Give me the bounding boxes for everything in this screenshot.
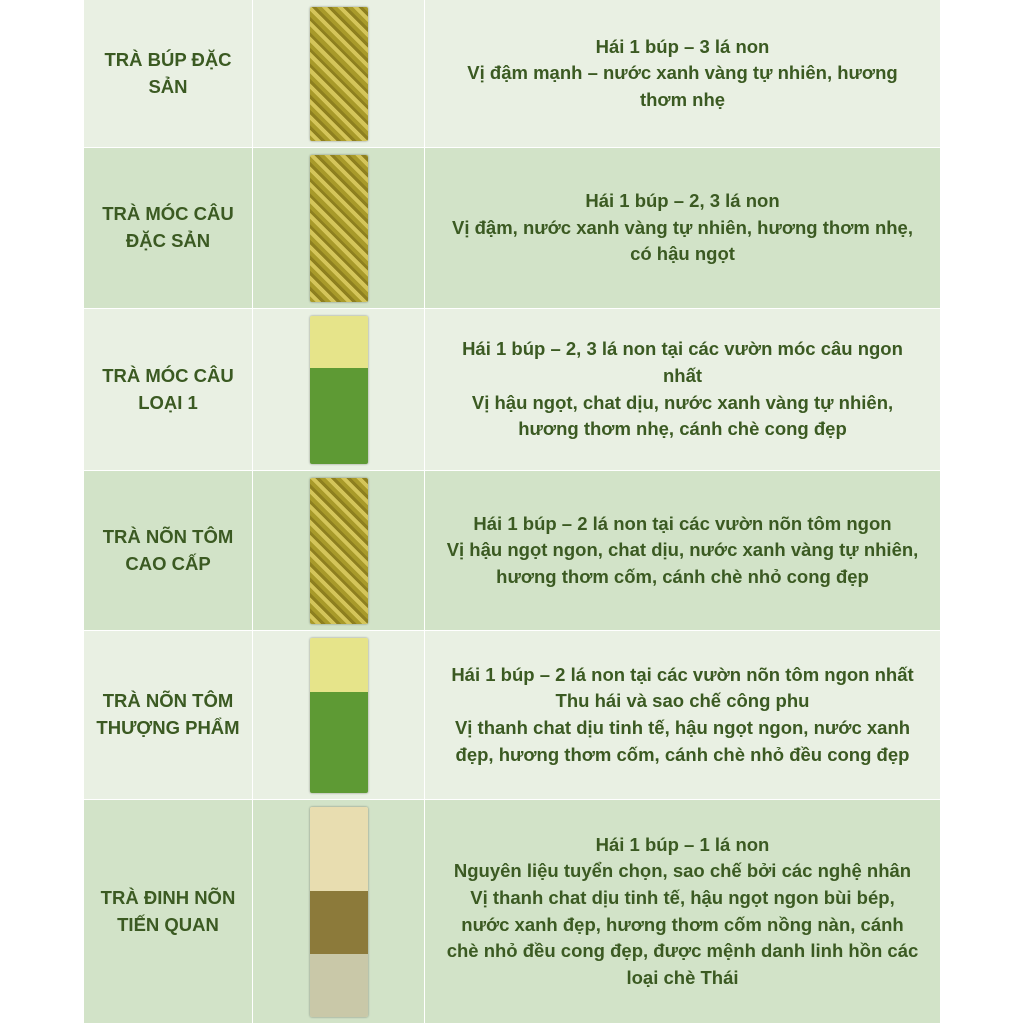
table-row: TRÀ NÕN TÔM THƯỢNG PHẨM Hái 1 búp – 2 lá n… xyxy=(84,631,940,800)
name-cell: TRÀ MÓC CÂU LOẠI 1 xyxy=(84,309,253,470)
desc-cell: Hái 1 búp – 2 lá non tại các vườn nõn tô… xyxy=(425,631,940,799)
desc-cell: Hái 1 búp – 2, 3 lá non Vị đậm, nước xanh… xyxy=(425,148,940,308)
product-image xyxy=(309,6,368,141)
image-cell xyxy=(253,471,425,630)
product-name: THƯỢNG PHẨM xyxy=(96,717,240,738)
product-name: TIẾN QUAN xyxy=(117,913,219,935)
product-name: TRÀ ĐINH NÕN xyxy=(100,886,236,908)
name-cell: TRÀ BÚP ĐẶC SẢN xyxy=(84,0,253,147)
product-name: CAO CẤP xyxy=(125,552,211,574)
product-image xyxy=(309,806,368,1017)
description-line: thơm nhẹ xyxy=(639,88,726,110)
image-cell xyxy=(253,631,425,799)
table-row: TRÀ NÕN TÔM CAO CẤP Hái 1 búp – 2 lá non t… xyxy=(84,471,940,631)
description-line: có hậu ngọt xyxy=(630,243,735,265)
description-line: đẹp, hương thơm cốm, cánh chè nhỏ đều co… xyxy=(455,743,910,765)
description-line: Vị hậu ngọt, chat dịu, nước xanh vàng tự… xyxy=(471,391,894,413)
product-name: ĐẶC SẢN xyxy=(125,230,211,251)
description-line: nhất xyxy=(662,364,703,386)
product-name: TRÀ BÚP ĐẶC xyxy=(104,48,232,70)
product-image xyxy=(309,315,368,464)
product-name: LOẠI 1 xyxy=(138,391,198,413)
product-image xyxy=(309,637,368,793)
name-cell: TRÀ MÓC CÂU ĐẶC SẢN xyxy=(84,148,253,308)
image-cell xyxy=(253,309,425,470)
desc-cell: Hái 1 búp – 2 lá non tại các vườn nõn tô… xyxy=(425,471,940,630)
product-name: TRÀ MÓC CÂU xyxy=(102,364,234,386)
description-line: nước xanh đẹp, hương thơm cốm nồng nàn, … xyxy=(461,913,904,935)
image-cell xyxy=(253,148,425,308)
product-image xyxy=(309,154,368,302)
image-cell xyxy=(253,800,425,1023)
name-cell: TRÀ NÕN TÔM CAO CẤP xyxy=(84,471,253,630)
description-line: hương thơm cốm, cánh chè nhỏ cong đẹp xyxy=(496,565,869,587)
desc-cell: Hái 1 búp – 1 lá non Nguyên liệu tuyển ch… xyxy=(425,800,940,1023)
description-line: hương thơm nhẹ, cánh chè cong đẹp xyxy=(518,418,847,440)
description-line: Thu hái và sao chế công phu xyxy=(555,690,810,712)
description-line: Vị thanh chat dịu tinh tế, hậu ngọt ngon… xyxy=(470,886,895,908)
description-line: Hái 1 búp – 3 lá non xyxy=(595,35,770,57)
table-row: TRÀ MÓC CÂU LOẠI 1 Hái 1 búp – 2, 3 lá non… xyxy=(84,309,940,471)
description-line: chè nhỏ đều cong đẹp, được mệnh danh lin… xyxy=(446,940,919,962)
desc-cell: Hái 1 búp – 3 lá non Vị đậm mạnh – nước x… xyxy=(425,0,940,147)
description-line: Nguyên liệu tuyển chọn, sao chế bởi các … xyxy=(453,860,912,882)
description-line: Vị hậu ngọt ngon, chat dịu, nước xanh và… xyxy=(446,539,919,561)
description-line: Hái 1 búp – 2 lá non tại các vườn nõn tô… xyxy=(451,663,914,685)
product-name: TRÀ MÓC CÂU xyxy=(102,203,234,225)
description-line: Hái 1 búp – 1 lá non xyxy=(595,833,770,855)
image-cell xyxy=(253,0,425,147)
name-cell: TRÀ NÕN TÔM THƯỢNG PHẨM xyxy=(84,631,253,799)
product-name: TRÀ NÕN TÔM xyxy=(102,690,234,712)
product-image xyxy=(309,477,368,624)
description-line: Vị thanh chat dịu tinh tế, hậu ngọt ngon… xyxy=(454,717,911,738)
table-row: TRÀ ĐINH NÕN TIẾN QUAN Hái 1 búp – 1 lá no… xyxy=(84,800,940,1024)
desc-cell: Hái 1 búp – 2, 3 lá non tại các vườn móc… xyxy=(425,309,940,470)
table-row: TRÀ BÚP ĐẶC SẢN Hái 1 búp – 3 lá non Vị đậm… xyxy=(84,0,940,148)
description-line: Hái 1 búp – 2, 3 lá non tại các vườn móc… xyxy=(462,338,903,360)
product-name: SẢN xyxy=(148,75,188,97)
table-row: TRÀ MÓC CÂU ĐẶC SẢN Hái 1 búp – 2, 3 lá no… xyxy=(84,148,940,309)
description-line: Hái 1 búp – 2, 3 lá non xyxy=(585,190,780,212)
description-line: Vị đậm mạnh – nước xanh vàng tự nhiên, h… xyxy=(467,62,898,84)
description-line: Vị đậm, nước xanh vàng tự nhiên, hương t… xyxy=(452,216,913,238)
description-line: loại chè Thái xyxy=(626,966,739,988)
product-name: TRÀ NÕN TÔM xyxy=(102,525,234,547)
name-cell: TRÀ ĐINH NÕN TIẾN QUAN xyxy=(84,800,253,1023)
description-line: Hái 1 búp – 2 lá non tại các vườn nõn tô… xyxy=(473,512,892,534)
